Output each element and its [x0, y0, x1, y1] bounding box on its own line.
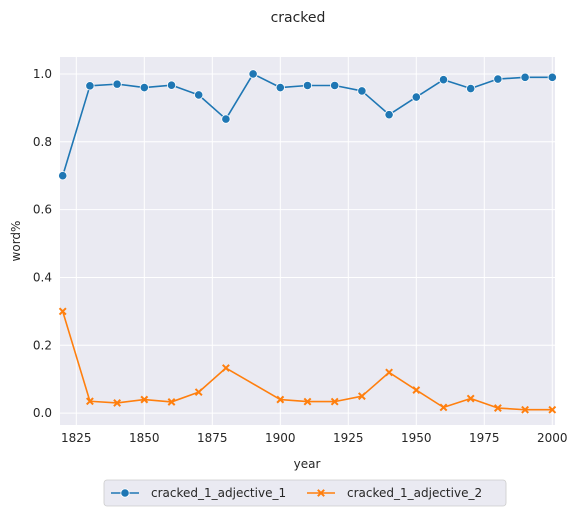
x-tick-label: 1925	[333, 431, 364, 445]
chart-title: cracked	[271, 10, 326, 26]
data-point-marker	[547, 72, 557, 82]
data-point-marker	[276, 395, 285, 404]
data-point-marker	[58, 307, 67, 316]
x-tick-labels: 1825 1850 1875 1900 1925 1950 1975 2000	[61, 431, 568, 445]
y-tick-label: 0.2	[33, 338, 52, 352]
legend: cracked_1_adjective_1 cracked_1_adjective…	[103, 479, 507, 507]
y-tick-label: 1.0	[33, 67, 52, 81]
data-point-marker	[113, 399, 122, 407]
data-point-marker	[466, 394, 475, 403]
data-point-marker	[140, 395, 149, 404]
data-point-marker	[86, 397, 94, 406]
data-point-marker	[194, 90, 204, 100]
data-point-marker	[357, 392, 366, 401]
y-tick-label: 0.4	[33, 270, 52, 284]
legend-marker	[120, 488, 130, 498]
data-point-marker	[412, 386, 421, 394]
data-point-marker	[384, 110, 394, 120]
y-tick-label: 0.0	[33, 406, 52, 420]
data-point-marker	[248, 69, 258, 79]
data-point-marker	[438, 75, 449, 85]
data-point-marker	[112, 79, 122, 89]
legend-label: cracked_1_adjective_1	[151, 486, 286, 500]
data-point-marker	[493, 74, 503, 84]
y-tick-label: 0.6	[33, 203, 52, 217]
legend-box	[103, 479, 507, 507]
data-point-marker	[439, 403, 448, 412]
series-cracked_1_adjective_1	[58, 69, 557, 181]
data-point-marker	[466, 83, 476, 94]
y-tick-labels: 0.0 0.2 0.4 0.6 0.8 1.0	[33, 67, 52, 420]
data-point-marker	[275, 82, 285, 93]
data-point-marker	[221, 364, 230, 372]
data-point-marker	[167, 398, 176, 406]
x-tick-label: 1850	[129, 431, 160, 445]
legend-marker	[317, 489, 325, 497]
data-point-marker	[548, 405, 557, 414]
grid-lines	[60, 57, 555, 425]
y-tick-label: 0.8	[33, 135, 52, 149]
x-tick-label: 1950	[401, 431, 432, 445]
data-point-marker	[411, 92, 421, 102]
data-point-marker	[194, 388, 203, 397]
legend-item-2: cracked_1_adjective_2	[307, 486, 482, 500]
y-axis-label: word%	[9, 221, 23, 262]
data-point-marker	[58, 171, 68, 181]
data-point-marker	[330, 397, 339, 406]
x-tick-label: 2000	[537, 431, 568, 445]
x-tick-label: 1975	[469, 431, 500, 445]
x-tick-label: 1875	[197, 431, 228, 445]
plot-background	[60, 57, 555, 425]
series-cracked_1_adjective_2	[58, 307, 557, 414]
data-point-marker	[166, 80, 177, 90]
data-point-marker	[303, 397, 312, 406]
x-tick-label: 1825	[61, 431, 92, 445]
data-point-marker	[221, 114, 231, 124]
data-point-marker	[302, 80, 313, 91]
data-point-marker	[385, 368, 394, 377]
x-axis-label: year	[294, 457, 321, 471]
data-point-marker	[139, 82, 149, 93]
data-point-marker	[357, 86, 367, 96]
data-point-marker	[521, 405, 529, 414]
series-layer	[58, 69, 557, 414]
series-line-2	[61, 311, 553, 411]
data-point-marker	[493, 404, 502, 412]
legend-label: cracked_1_adjective_2	[347, 486, 482, 500]
data-point-marker	[330, 80, 340, 91]
data-point-marker	[520, 72, 530, 82]
data-point-marker	[85, 81, 95, 91]
x-tick-label: 1900	[265, 431, 296, 445]
legend-item-1: cracked_1_adjective_1	[111, 486, 286, 500]
